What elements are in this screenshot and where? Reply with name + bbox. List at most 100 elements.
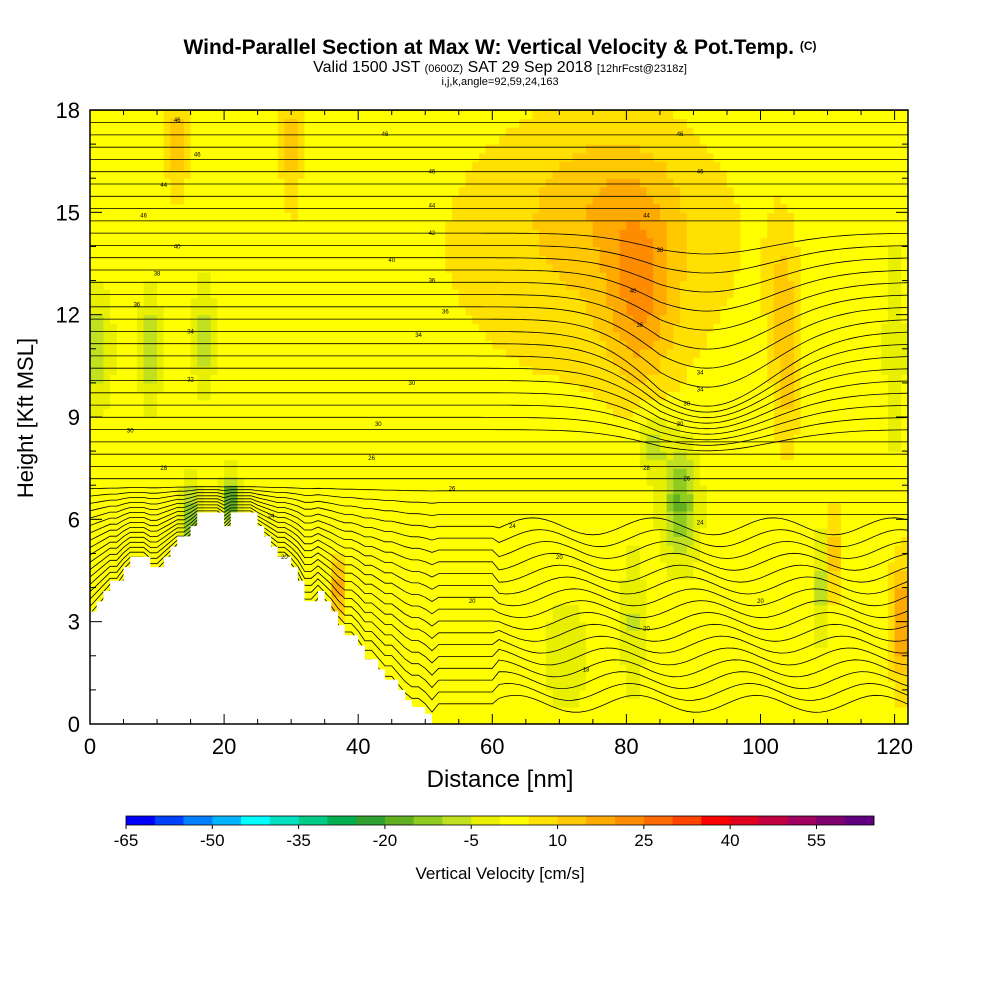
field-cell — [391, 536, 400, 546]
field-cell — [351, 144, 359, 154]
field-cell — [545, 715, 554, 724]
field-cell — [110, 254, 118, 265]
field-cell — [237, 357, 245, 367]
field-cell — [431, 169, 440, 179]
field-cell — [170, 110, 178, 120]
field-cell — [425, 493, 433, 503]
field-cell — [150, 220, 158, 230]
field-cell — [157, 348, 165, 358]
field-cell — [364, 272, 373, 282]
field-cell — [539, 110, 547, 120]
field-cell — [472, 229, 480, 239]
field-cell — [344, 280, 353, 290]
field-cell — [452, 459, 460, 469]
field-cell — [157, 561, 165, 572]
field-cell — [405, 340, 413, 350]
field-cell — [130, 485, 138, 495]
field-cell — [257, 519, 265, 529]
field-cell — [190, 289, 198, 299]
field-cell — [277, 237, 286, 248]
field-cell — [150, 254, 158, 265]
field-cell — [525, 604, 534, 614]
field-cell — [411, 323, 420, 333]
field-cell — [150, 510, 158, 520]
field-cell — [297, 382, 306, 393]
field-cell — [364, 476, 373, 486]
field-cell — [103, 451, 111, 461]
field-cell — [418, 434, 426, 444]
field-cell — [250, 340, 259, 350]
field-cell — [163, 527, 172, 537]
field-cell — [163, 374, 172, 384]
field-cell — [519, 596, 527, 606]
field-cell — [311, 152, 319, 162]
field-cell — [264, 212, 272, 222]
field-cell — [183, 451, 192, 461]
field-cell — [438, 715, 446, 724]
field-cell — [291, 289, 299, 299]
field-cell — [525, 348, 534, 358]
field-cell — [224, 399, 232, 410]
field-cell — [458, 587, 467, 597]
field-cell — [244, 374, 252, 384]
field-cell — [525, 715, 534, 724]
field-cell — [123, 178, 131, 188]
field-cell — [472, 374, 480, 384]
field-cell — [492, 502, 500, 512]
field-cell — [391, 331, 400, 341]
field-cell — [277, 331, 286, 341]
field-cell — [371, 357, 379, 367]
field-cell — [545, 357, 554, 367]
field-cell — [96, 468, 105, 478]
field-cell — [297, 118, 306, 128]
field-cell — [143, 365, 151, 375]
field-cell — [110, 340, 118, 350]
field-cell — [465, 664, 473, 674]
field-cell — [311, 579, 319, 589]
field-cell — [485, 544, 493, 555]
field-cell — [445, 357, 453, 367]
field-cell — [304, 357, 312, 367]
field-cell — [385, 570, 393, 580]
field-cell — [358, 272, 366, 282]
field-cell — [465, 434, 473, 444]
field-cell — [525, 544, 534, 555]
field-cell — [405, 476, 413, 486]
field-cell — [512, 485, 520, 495]
field-cell — [478, 127, 487, 137]
field-cell — [398, 630, 406, 640]
field-cell — [237, 254, 245, 265]
field-cell — [364, 604, 373, 614]
field-cell — [505, 382, 514, 393]
field-cell — [150, 237, 158, 248]
field-cell — [485, 502, 493, 512]
field-cell — [170, 365, 178, 375]
field-cell — [438, 306, 446, 316]
field-cell — [338, 374, 346, 384]
field-cell — [150, 417, 158, 427]
field-cell — [458, 169, 467, 179]
field-cell — [425, 263, 433, 273]
field-cell — [445, 374, 453, 384]
field-cell — [398, 348, 406, 358]
field-cell — [116, 110, 125, 120]
field-cell — [519, 357, 527, 367]
field-cell — [277, 485, 286, 495]
field-cell — [499, 553, 507, 563]
field-cell — [244, 306, 252, 316]
field-cell — [136, 186, 145, 196]
field-cell — [130, 161, 138, 171]
field-cell — [317, 263, 326, 273]
field-cell — [170, 348, 178, 358]
field-cell — [143, 382, 151, 393]
field-cell — [405, 127, 413, 137]
field-cell — [170, 263, 178, 273]
field-cell — [431, 476, 440, 486]
field-cell — [499, 382, 507, 393]
field-cell — [472, 340, 480, 350]
field-cell — [445, 442, 453, 452]
field-cell — [344, 169, 353, 179]
field-cell — [358, 630, 366, 640]
field-cell — [331, 127, 339, 137]
field-cell — [143, 391, 151, 401]
